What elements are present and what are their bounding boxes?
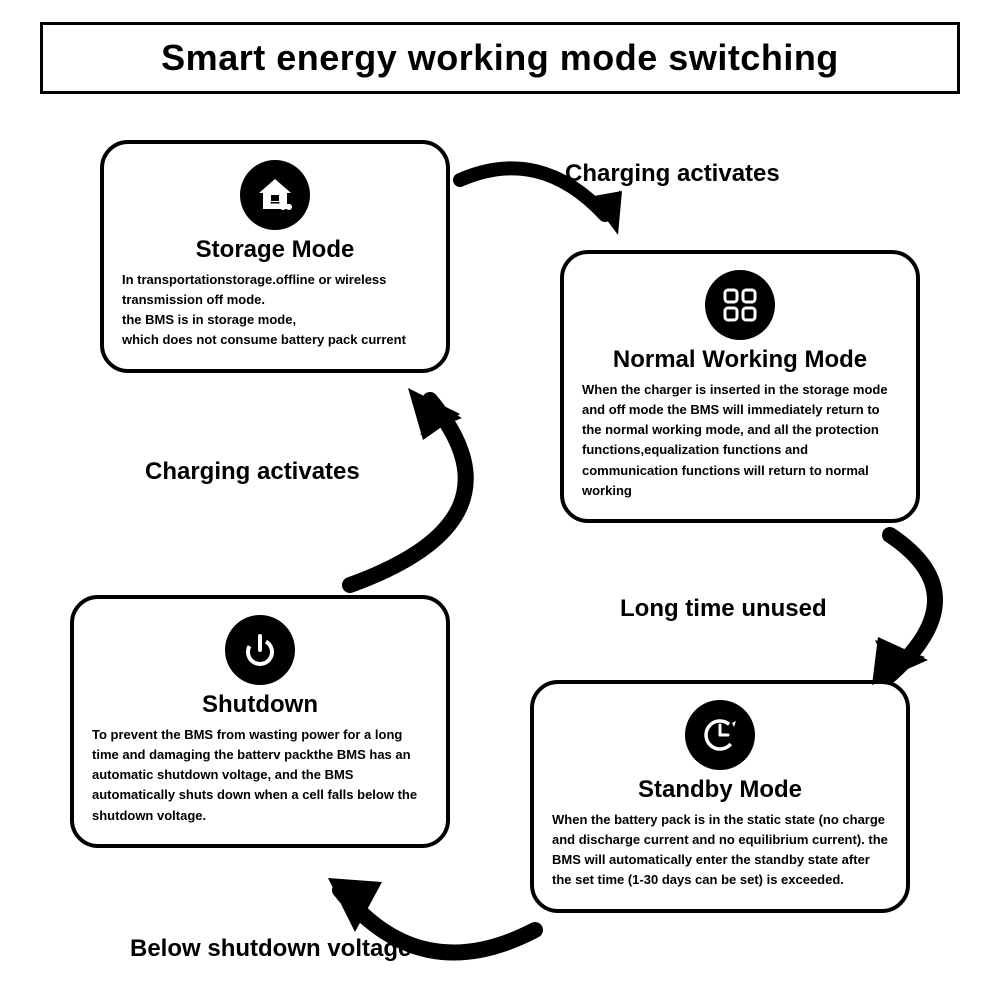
node-storage-title: Storage Mode [122,236,428,264]
arrow-normal-to-standby [820,525,1000,705]
house-icon [240,160,310,230]
node-standby-title: Standby Mode [552,776,888,804]
node-standby-desc: When the battery pack is in the static s… [552,810,888,891]
clock-icon [685,700,755,770]
arrow-standby-to-shutdown [310,840,570,980]
edge-label-normal-standby: Long time unused [620,595,827,623]
node-storage-desc: In transportationstorage.offline or wire… [122,270,428,351]
node-normal-title: Normal Working Mode [582,346,898,374]
page-title-box: Smart energy working mode switching [40,22,960,94]
node-standby: Standby Mode When the battery pack is in… [530,680,910,913]
node-normal: Normal Working Mode When the charger is … [560,250,920,523]
arrow-storage-to-normal [450,155,650,275]
node-storage: Storage Mode In transportationstorage.of… [100,140,450,373]
node-shutdown: Shutdown To prevent the BMS from wasting… [70,595,450,848]
grid-icon [705,270,775,340]
page-title: Smart energy working mode switching [63,37,937,79]
node-normal-desc: When the charger is inserted in the stor… [582,380,898,501]
node-shutdown-desc: To prevent the BMS from wasting power fo… [92,725,428,826]
arrow-shutdown-to-storage [300,370,560,610]
power-icon [225,615,295,685]
node-shutdown-title: Shutdown [92,691,428,719]
